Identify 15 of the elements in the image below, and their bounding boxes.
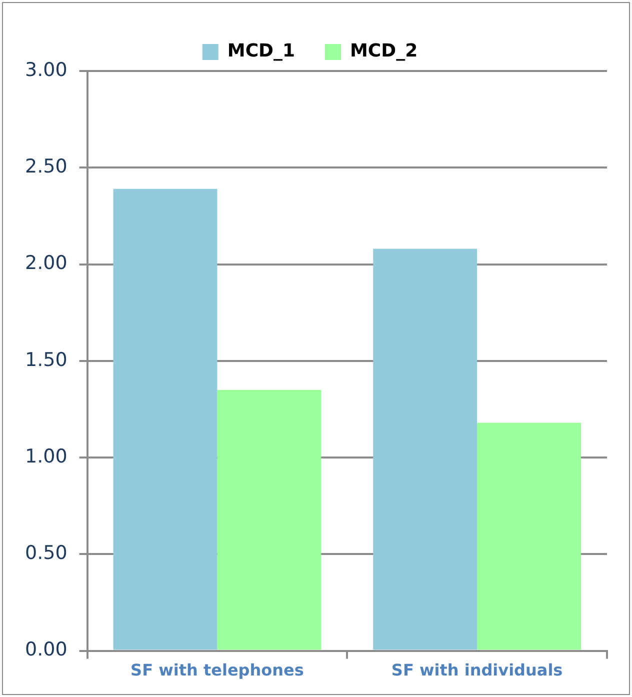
y-tick-label: 2.50 xyxy=(24,156,68,178)
y-tick-label: 1.00 xyxy=(24,445,68,468)
y-tick-label: 2.00 xyxy=(24,252,68,274)
y-tick-label: 3.00 xyxy=(24,58,68,81)
y-tick-label: 0.00 xyxy=(24,638,68,661)
bar xyxy=(477,422,582,650)
bar xyxy=(373,248,478,650)
y-tick-label: 0.50 xyxy=(24,542,68,564)
bar xyxy=(113,188,218,650)
legend-label: MCD_1 xyxy=(227,40,296,62)
legend-label: MCD_2 xyxy=(350,40,418,62)
x-tick-label: SF with telephones xyxy=(130,660,304,680)
bar xyxy=(217,390,322,650)
x-tick-label: SF with individuals xyxy=(391,660,563,680)
y-tick-label: 1.50 xyxy=(24,348,68,371)
